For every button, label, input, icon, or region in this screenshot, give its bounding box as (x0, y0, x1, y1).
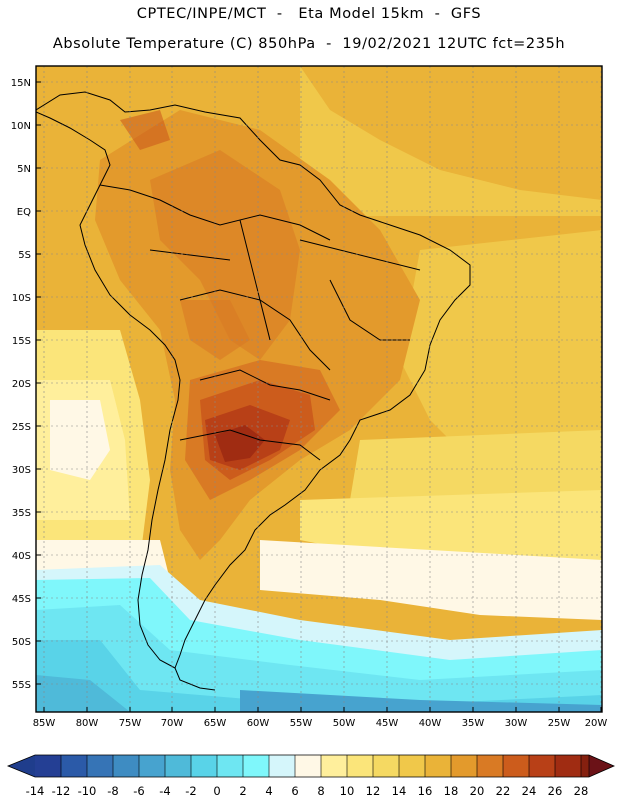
colorbar-label: 28 (574, 784, 589, 798)
colorbar-bin (269, 755, 295, 777)
lat-label-15s: 15S (12, 336, 31, 347)
graticule (36, 66, 602, 712)
colorbar-label: 12 (366, 784, 381, 798)
colorbar-bin (61, 755, 87, 777)
colorbar-bin (243, 755, 269, 777)
colorbar-label: 20 (470, 784, 485, 798)
lon-label-85w: 85W (33, 718, 56, 729)
colorbar-bin (87, 755, 113, 777)
colorbar-label: 2 (239, 784, 246, 798)
colorbar-label: 16 (418, 784, 433, 798)
colorbar-label: -6 (133, 784, 144, 798)
colorbar-bin (295, 755, 321, 777)
colorbar-bin (503, 755, 529, 777)
lat-label-eq: EQ (17, 207, 31, 218)
colorbar-label: -2 (185, 784, 196, 798)
colorbar-label: 18 (444, 784, 459, 798)
lon-label-20w: 20W (585, 718, 608, 729)
colorbar-label: -8 (107, 784, 118, 798)
lon-label-55w: 55W (290, 718, 313, 729)
colorbar: -14 -12 -10 -8 -6 -4 -2 0 2 4 6 8 10 12 … (6, 754, 615, 798)
colorbar-over-arrow (589, 755, 614, 777)
lat-ticks (36, 81, 41, 685)
colorbar-bin (347, 755, 373, 777)
lon-label-30w: 30W (505, 718, 528, 729)
colorbar-label: -10 (78, 784, 97, 798)
colorbar-label: 10 (340, 784, 355, 798)
colorbar-label: 14 (392, 784, 407, 798)
lon-label-40w: 40W (419, 718, 442, 729)
map-title-line2: Absolute Temperature (C) 850hPa - 19/02/… (52, 36, 566, 52)
lon-label-65w: 65W (204, 718, 227, 729)
lat-label-55s: 55S (12, 680, 31, 691)
colorbar-under-arrow (8, 755, 35, 777)
colorbar-bin (555, 755, 581, 777)
temperature-field (36, 66, 602, 712)
lat-label-10n: 10N (11, 121, 31, 132)
lat-label-45s: 45S (12, 594, 31, 605)
map-frame (35, 65, 603, 713)
coastlines (36, 91, 471, 691)
lat-label-25s: 25S (12, 422, 31, 433)
lat-label-15n: 15N (11, 78, 31, 89)
colorbar-bin (217, 755, 243, 777)
lon-label-50w: 50W (333, 718, 356, 729)
lat-label-5n: 5N (17, 164, 31, 175)
colorbar-bin (165, 755, 191, 777)
colorbar-label: -12 (52, 784, 71, 798)
lon-label-25w: 25W (548, 718, 571, 729)
colorbar-bin (425, 755, 451, 777)
lat-label-40s: 40S (12, 551, 31, 562)
lat-label-50s: 50S (12, 637, 31, 648)
colorbar-label: 24 (522, 784, 537, 798)
colorbar-label: -14 (26, 784, 45, 798)
colorbar-bin (477, 755, 503, 777)
lat-label-20s: 20S (12, 379, 31, 390)
lat-label-5s: 5S (18, 250, 31, 261)
colorbar-label: 22 (496, 784, 511, 798)
lon-label-35w: 35W (462, 718, 485, 729)
lon-ticks (43, 707, 602, 712)
colorbar-label: 4 (265, 784, 272, 798)
colorbar-label: 0 (213, 784, 220, 798)
colorbar-bin (113, 755, 139, 777)
colorbar-bin (373, 755, 399, 777)
colorbar-bin (321, 755, 347, 777)
colorbar-bin (191, 755, 217, 777)
colorbar-label: -4 (159, 784, 170, 798)
colorbar-label: 26 (548, 784, 563, 798)
map-title-line1: CPTEC/INPE/MCT - Eta Model 15km - GFS (136, 6, 482, 22)
colorbar-bin (451, 755, 477, 777)
colorbar-bin (139, 755, 165, 777)
lat-label-10s: 10S (12, 293, 31, 304)
lon-label-75w: 75W (119, 718, 142, 729)
lon-label-70w: 70W (161, 718, 184, 729)
lon-label-80w: 80W (76, 718, 99, 729)
colorbar-bin (35, 755, 61, 777)
lat-label-30s: 30S (12, 465, 31, 476)
lon-label-60w: 60W (247, 718, 270, 729)
colorbar-bin (581, 755, 589, 777)
colorbar-bin (529, 755, 555, 777)
lat-label-35s: 35S (12, 508, 31, 519)
colorbar-label: 8 (317, 784, 324, 798)
lon-label-45w: 45W (376, 718, 399, 729)
colorbar-label: 6 (291, 784, 298, 798)
colorbar-bin (399, 755, 425, 777)
